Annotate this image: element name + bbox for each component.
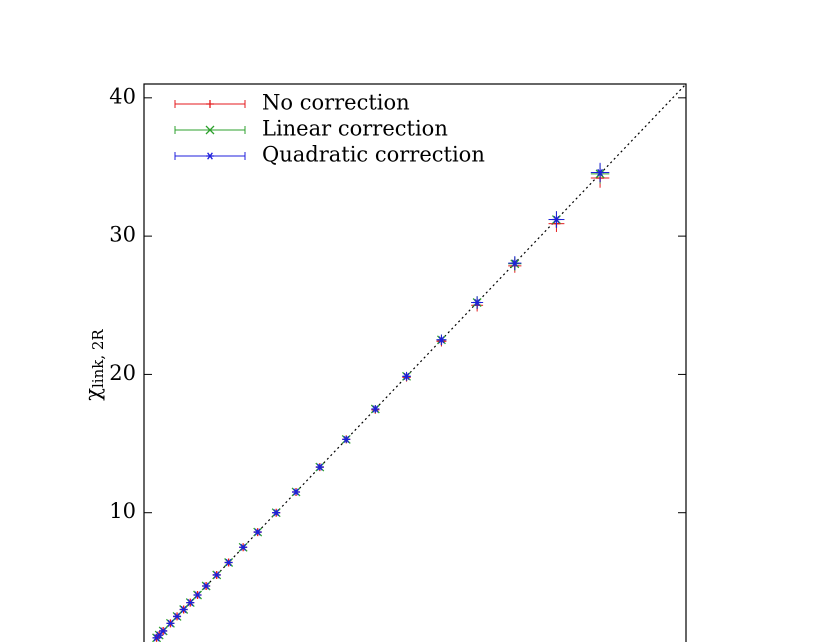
y-label-symbol: χ xyxy=(81,388,105,401)
marker xyxy=(253,528,262,536)
marker xyxy=(155,631,164,639)
legend-marker xyxy=(206,152,214,160)
y-tick-label: 30 xyxy=(109,223,136,247)
diagonal xyxy=(151,84,686,642)
marker xyxy=(159,627,168,635)
marker xyxy=(510,259,519,267)
marker xyxy=(202,582,211,590)
y-tick-label: 10 xyxy=(109,499,136,523)
marker xyxy=(193,591,202,599)
marker xyxy=(552,215,561,224)
marker xyxy=(173,612,182,621)
plot-area xyxy=(151,84,686,642)
marker xyxy=(402,372,411,380)
marker xyxy=(166,619,175,627)
marker xyxy=(186,599,195,607)
legend-marker xyxy=(205,125,215,135)
y-tick-label: 40 xyxy=(109,84,136,108)
marker xyxy=(371,405,380,413)
y-label-subscript: link, 2R xyxy=(89,329,107,388)
legend-marker xyxy=(206,100,214,108)
marker xyxy=(179,605,188,614)
marker xyxy=(224,558,233,567)
legend-label: Quadratic correction xyxy=(262,143,485,167)
marker xyxy=(315,463,324,471)
marker xyxy=(212,571,221,579)
marker xyxy=(342,435,351,444)
marker xyxy=(473,298,482,307)
legend-label: No correction xyxy=(262,91,410,115)
marker xyxy=(292,488,301,496)
axes-frame xyxy=(143,83,687,642)
marker xyxy=(596,168,605,177)
y-axis-label: χlink, 2R xyxy=(81,329,108,401)
marker xyxy=(437,336,446,344)
y-tick-label: 20 xyxy=(109,361,136,385)
marker xyxy=(239,543,248,551)
legend-label: Linear correction xyxy=(262,117,448,141)
marker xyxy=(272,509,281,517)
